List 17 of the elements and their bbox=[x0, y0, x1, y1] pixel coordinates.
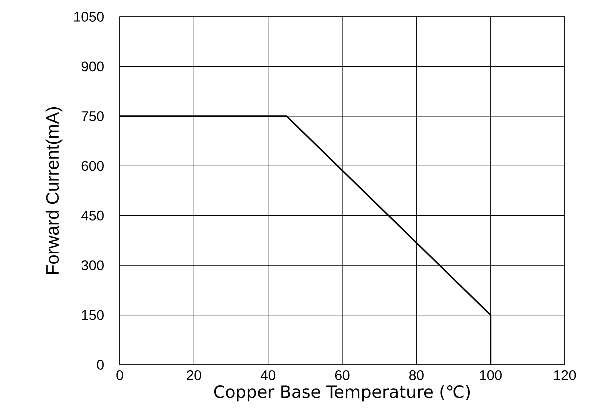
y-tick-label: 150 bbox=[82, 310, 104, 320]
x-tick-label: 80 bbox=[410, 370, 424, 380]
x-tick-label: 100 bbox=[480, 370, 502, 380]
y-tick-label: 300 bbox=[82, 260, 104, 271]
x-tick-label: 20 bbox=[187, 370, 202, 380]
y-axis-title: Forward Current(mA) bbox=[46, 107, 63, 274]
x-axis-title: Copper Base Temperature (℃) bbox=[214, 385, 470, 402]
y-tick-label: 1050 bbox=[74, 12, 104, 22]
y-tick-label: 600 bbox=[82, 161, 104, 172]
x-tick-label: 60 bbox=[335, 370, 350, 380]
y-tick-label: 450 bbox=[82, 210, 104, 221]
y-tick-label: 0 bbox=[97, 360, 104, 370]
y-tick-label: 900 bbox=[82, 62, 104, 72]
x-tick-label: 40 bbox=[260, 370, 276, 380]
x-tick-label: 120 bbox=[554, 370, 576, 380]
y-tick-label: 750 bbox=[82, 111, 104, 122]
x-tick-label: 0 bbox=[116, 370, 124, 380]
